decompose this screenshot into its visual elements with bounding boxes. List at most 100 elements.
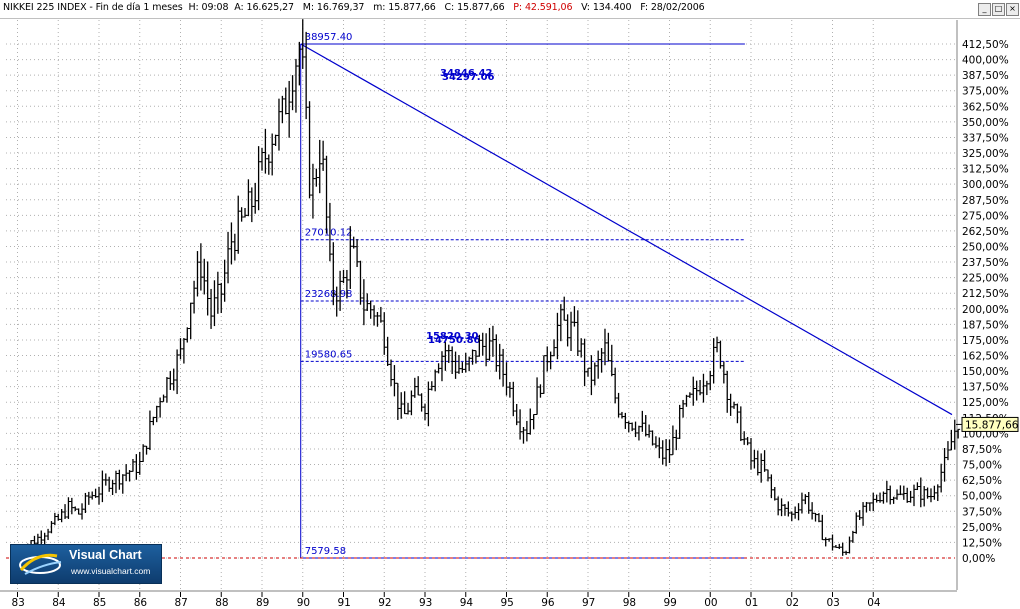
y-tick-label: 362,50% [962,101,1009,113]
overlap-label: 14750.86 [428,335,481,346]
x-tick-label: 92 [378,597,391,609]
x-tick-label: 83 [12,597,25,609]
y-tick-label: 162,50% [962,351,1009,363]
maximize-button[interactable]: □ [992,3,1005,16]
y-tick-label: 350,00% [962,117,1009,129]
x-tick-label: 01 [745,597,758,609]
x-tick-label: 98 [623,597,636,609]
logo-swirl-icon [19,553,62,575]
y-tick-label: 0,00% [962,553,995,565]
x-tick-label: 03 [827,597,840,609]
x-tick-label: 84 [52,597,66,609]
y-tick-label: 325,00% [962,148,1009,160]
x-grid [17,20,874,590]
x-tick-label: 93 [419,597,432,609]
x-tick-label: 87 [175,597,188,609]
p-value: 42.591,06 [524,2,573,13]
last-price-label: 15.877,66 [965,419,1019,431]
date-label: F: [640,2,648,13]
high-value: 16.769,37 [316,2,365,13]
title-bar: NIKKEI 225 INDEX - Fin de día 1 meses H:… [0,0,1020,19]
open-label: A: [234,2,244,13]
overlap-label: 34297.06 [442,72,495,83]
close-value: 15.877,66 [457,2,505,13]
close-button[interactable]: × [1006,3,1019,16]
x-tick-label: 86 [134,597,148,609]
y-tick-label: 62,50% [962,475,1002,487]
y-tick-label: 375,00% [962,86,1009,98]
x-tick-label: 02 [786,597,799,609]
y-tick-label: 287,50% [962,195,1009,207]
p-label: P: [513,2,523,13]
y-tick-label: 300,00% [962,179,1009,191]
visual-chart-logo: Visual Chart www.visualchart.com [10,544,162,584]
x-tick-label: 90 [297,597,310,609]
x-tick-label: 99 [664,597,677,609]
y-tick-label: 50,00% [962,491,1002,503]
y-tick-label: 237,50% [962,257,1009,269]
open-value: 16.625,27 [246,2,295,13]
y-tick-label: 337,50% [962,132,1009,144]
low-label: m: [373,2,386,13]
y-tick-label: 12,50% [962,537,1002,549]
x-tick-label: 97 [582,597,595,609]
y-tick-label: 387,50% [962,70,1009,82]
fib-levels: 38957.40 27010.12 23268.98 19580.65 7579.58 3… [6,32,955,559]
y-tick-label: 125,00% [962,397,1009,409]
y-tick-label: 400,00% [962,55,1009,67]
y-tick-label: 250,00% [962,241,1009,253]
symbol-name: NIKKEI 225 INDEX [3,2,87,13]
x-tick-label: 88 [215,597,228,609]
close-label: C: [444,2,455,13]
x-tick-label: 04 [867,597,881,609]
y-tick-label: 262,50% [962,226,1009,238]
x-tick-label: 85 [93,597,106,609]
logo-url: www.visualchart.com [71,566,151,576]
x-tick-label: 89 [256,597,269,609]
volume-label: V: [581,2,590,13]
fib-label: 27010.12 [305,228,353,239]
price-bars [15,19,961,557]
y-tick-label: 87,50% [962,444,1002,456]
y-tick-label: 150,00% [962,366,1009,378]
y-tick-label: 25,00% [962,522,1002,534]
fib-label: 7579.58 [305,546,346,557]
h-label: H: [188,2,199,13]
period-label: Fin de día 1 meses [95,2,183,13]
y-tick-label: 37,50% [962,506,1002,518]
x-tick-label: 91 [338,597,351,609]
overlap-label: 15820.30 [426,331,479,342]
minimize-button[interactable]: _ [978,3,991,16]
logo-name: Visual Chart [69,548,142,562]
grid [6,20,958,590]
trendline [300,43,953,416]
chart-header: NIKKEI 225 INDEX - Fin de día 1 meses H:… [3,2,705,13]
fib-label: 19580.65 [305,349,353,360]
y-axis: 412,50% 400,00% 387,50% 375,00% 362,50% 350,0… [956,39,1019,565]
y-tick-label: 275,00% [962,210,1009,222]
y-tick-label: 412,50% [962,39,1009,51]
x-tick-label: 94 [460,597,474,609]
fib-label: 38957.40 [305,32,353,43]
y-tick-label: 225,00% [962,273,1009,285]
y-tick-label: 175,00% [962,335,1009,347]
x-tick-label: 96 [541,597,555,609]
y-tick-label: 187,50% [962,319,1009,331]
y-tick-label: 137,50% [962,382,1009,394]
y-tick-label: 312,50% [962,164,1009,176]
x-tick-label: 00 [704,597,717,609]
x-axis: 83 84 85 86 87 88 89 90 91 92 93 94 95 96 97 98 99 00 01 02… [0,590,957,609]
low-value: 15.877,66 [388,2,436,13]
volume-value: 134.400 [592,2,632,13]
fib-label: 23268.98 [305,289,353,300]
high-label: M: [302,2,314,13]
y-tick-label: 200,00% [962,304,1009,316]
y-tick-label: 75,00% [962,460,1002,472]
date-value: 28/02/2006 [650,2,705,13]
h-value: 09:08 [201,2,229,13]
x-tick-label: 95 [501,597,514,609]
overlap-label: 34846.42 [440,68,493,79]
y-tick-label: 212,50% [962,288,1009,300]
